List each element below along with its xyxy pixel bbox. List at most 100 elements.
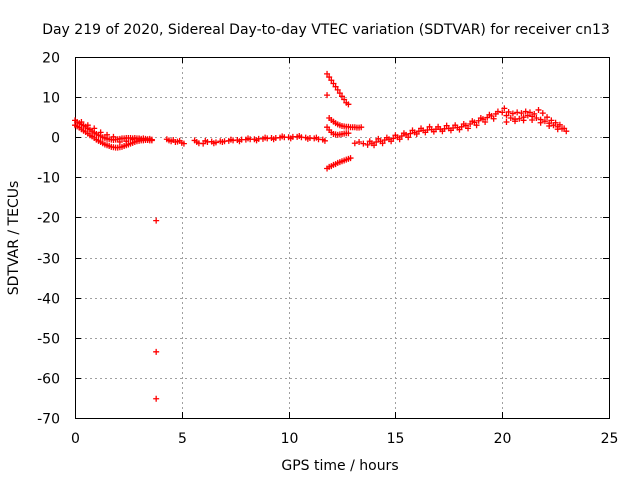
- data-point: [332, 83, 339, 90]
- y-tick-label: -70: [37, 412, 60, 428]
- data-point: [494, 108, 501, 115]
- data-point: [236, 138, 243, 145]
- data-point: [388, 138, 395, 145]
- data-point: [499, 109, 506, 116]
- data-point: [84, 122, 91, 129]
- data-point: [375, 135, 382, 142]
- data-point: [279, 133, 286, 140]
- data-point: [516, 115, 523, 122]
- data-point: [262, 134, 269, 141]
- data-point: [326, 74, 333, 81]
- data-point: [531, 110, 538, 117]
- data-point: [304, 135, 311, 142]
- data-point: [104, 131, 111, 138]
- data-point: [270, 136, 277, 143]
- plot-frame: [75, 57, 610, 419]
- data-point: [129, 136, 136, 143]
- data-point: [477, 114, 484, 121]
- data-point: [202, 137, 209, 144]
- data-point: [443, 122, 450, 129]
- data-point: [153, 348, 160, 355]
- data-point: [351, 140, 358, 147]
- data-point: [409, 127, 416, 134]
- data-point: [371, 142, 378, 149]
- data-point: [210, 140, 217, 147]
- data-point: [328, 77, 335, 84]
- data-point: [287, 135, 294, 142]
- data-point: [537, 119, 544, 126]
- data-point: [541, 118, 548, 125]
- data-point: [193, 139, 200, 146]
- data-point: [501, 105, 508, 112]
- data-point: [465, 125, 472, 132]
- data-point: [539, 110, 546, 117]
- data-point: [253, 137, 260, 144]
- x-tick-label: 25: [601, 431, 619, 447]
- x-tick-label: 10: [281, 431, 299, 447]
- data-point: [153, 217, 160, 224]
- data-point: [78, 118, 85, 125]
- data-point: [123, 138, 130, 145]
- x-tick-label: 20: [494, 431, 512, 447]
- data-point: [153, 395, 160, 402]
- data-point: [339, 93, 345, 100]
- data-point: [324, 70, 331, 77]
- data-point: [452, 122, 459, 129]
- data-point: [422, 129, 429, 136]
- data-point: [556, 121, 563, 128]
- data-point: [91, 125, 98, 132]
- data-point: [529, 116, 536, 123]
- data-point: [505, 108, 512, 115]
- y-tick-label: 0: [51, 131, 60, 147]
- data-point: [503, 112, 510, 119]
- y-tick-label: -30: [37, 252, 60, 268]
- data-point: [347, 155, 354, 162]
- data-point: [219, 139, 226, 146]
- data-point: [426, 123, 433, 130]
- data-point: [482, 118, 489, 125]
- y-tick-label: 10: [42, 91, 60, 107]
- data-point: [512, 118, 519, 125]
- tick-labels: 0 5 10 15 20 25 20 10 0 -10 -20 -30 -40 -50 -60 -70: [37, 51, 618, 448]
- data-point: [435, 123, 442, 130]
- data-point: [392, 132, 399, 139]
- y-tick-label: -20: [37, 211, 60, 227]
- data-point: [533, 114, 540, 121]
- data-point: [490, 115, 497, 122]
- data-point: [554, 126, 561, 133]
- y-tick-label: -50: [37, 332, 60, 348]
- x-axis-label: GPS time / hours: [281, 458, 398, 474]
- y-tick-label: -10: [37, 171, 60, 187]
- data-point: [520, 117, 527, 124]
- data-point: [509, 110, 516, 117]
- y-tick-label: 20: [42, 51, 60, 67]
- data-point: [97, 129, 104, 136]
- data-point: [383, 134, 390, 141]
- data-point: [364, 141, 371, 148]
- data-point: [460, 120, 467, 127]
- data-point: [430, 128, 437, 135]
- data-point: [526, 109, 533, 116]
- data-point: [524, 112, 531, 119]
- data-point: [456, 126, 463, 133]
- data-point: [345, 101, 352, 108]
- data-point: [148, 137, 155, 144]
- data-point: [473, 122, 480, 129]
- data-point: [313, 134, 320, 141]
- data-point: [548, 117, 555, 124]
- data-point: [373, 139, 380, 146]
- data-point: [522, 108, 529, 115]
- data-point: [245, 135, 252, 142]
- data-point: [486, 111, 493, 118]
- data-point: [561, 125, 568, 132]
- x-tick-label: 0: [71, 431, 80, 447]
- data-points: [72, 70, 570, 402]
- data-point: [341, 96, 348, 103]
- data-point: [400, 130, 407, 137]
- x-tick-label: 5: [178, 431, 187, 447]
- data-point: [336, 90, 343, 97]
- data-point: [405, 134, 412, 141]
- data-point: [321, 137, 328, 144]
